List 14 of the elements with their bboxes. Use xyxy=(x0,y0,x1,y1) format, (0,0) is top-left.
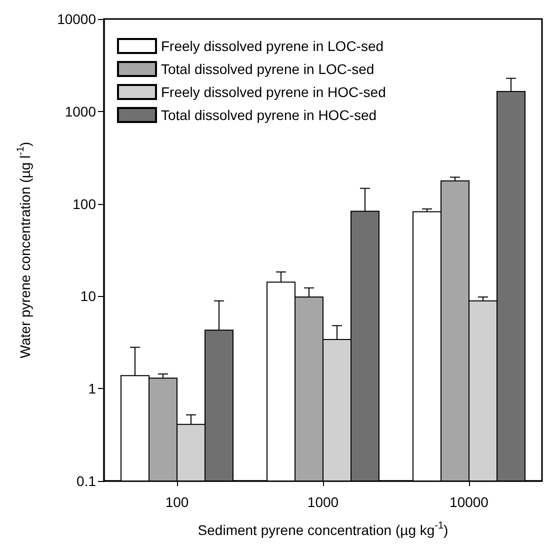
x-tick-label: 10000 xyxy=(450,494,489,510)
y-tick-label: 10000 xyxy=(57,11,96,27)
x-tick-label: 100 xyxy=(165,494,189,510)
y-tick-label: 10 xyxy=(80,288,96,304)
x-tick-label: 1000 xyxy=(307,494,339,510)
y-tick-label: 1 xyxy=(88,380,96,397)
y-tick-label: 0.1 xyxy=(76,473,96,489)
legend-label: Freely dissolved pyrene in HOC-sed xyxy=(161,84,386,100)
legend-label: Total dissolved pyrene in LOC-sed xyxy=(161,61,374,77)
y-tick-label: 1000 xyxy=(64,103,96,120)
y-tick-label: 100 xyxy=(72,196,96,212)
y-axis-title: Water pyrene concentration (µg l-1) xyxy=(16,142,33,358)
legend-label: Freely dissolved pyrene in LOC-sed xyxy=(161,38,384,54)
legend-label: Total dissolved pyrene in HOC-sed xyxy=(161,107,377,123)
